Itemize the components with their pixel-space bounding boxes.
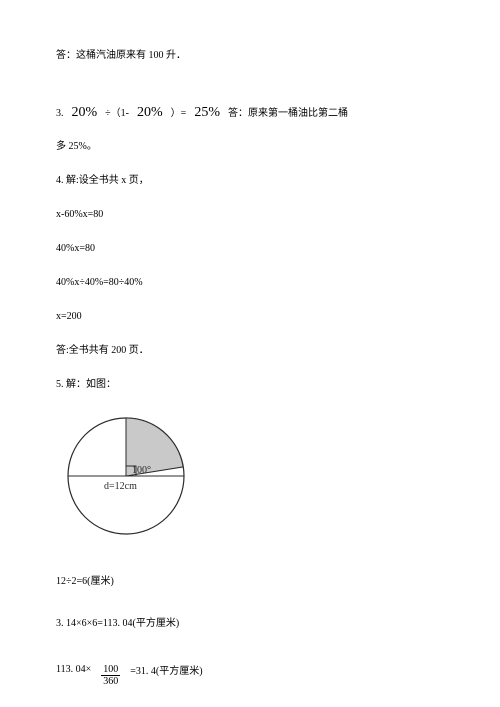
- q4-e: x=200: [56, 309, 444, 325]
- q3-pct3: 25%: [194, 105, 220, 121]
- answer-oil: 答：这桶汽油原来有 100 升．: [56, 48, 444, 64]
- q4-b: x-60%x=80: [56, 207, 444, 223]
- circle-svg: 100° d=12cm: [56, 411, 206, 551]
- q3-pct1: 20%: [72, 105, 98, 121]
- calc3-post: =31. 4(平方厘米): [130, 662, 202, 677]
- q4-d: 40%x÷40%=80÷40%: [56, 275, 444, 291]
- q4-f: 答:全书共有 200 页．: [56, 343, 444, 359]
- q3-line: 3. 20% ÷（1- 20% ）= 25% 答：原来第一桶油比第二桶: [56, 104, 444, 121]
- q3-num: 3.: [56, 108, 64, 119]
- frac-num: 100: [103, 664, 118, 675]
- frac-den: 360: [101, 675, 120, 687]
- q4-c: 40%x=80: [56, 241, 444, 257]
- q3-mid2: ）=: [171, 104, 187, 119]
- calc1: 12÷2=6(厘米): [56, 574, 444, 590]
- q5-a: 5. 解：如图：: [56, 377, 444, 393]
- q3-ans: 答：原来第一桶油比第二桶: [228, 104, 348, 119]
- calc3: 113. 04× 100 360 =31. 4(平方厘米): [56, 658, 444, 681]
- fraction: 100 360: [101, 664, 120, 687]
- calc2: 3. 14×6×6=113. 04(平方厘米): [56, 616, 444, 632]
- circle-figure: 100° d=12cm: [56, 411, 444, 556]
- svg-text:d=12cm: d=12cm: [104, 481, 137, 492]
- q3-pct2: 20%: [137, 105, 163, 121]
- q4-a: 4. 解:设全书共 x 页，: [56, 173, 444, 189]
- q3-mid1: ÷（1-: [105, 104, 129, 119]
- svg-text:100°: 100°: [132, 465, 151, 476]
- q3-ans2: 多 25%。: [56, 139, 444, 155]
- calc3-pre: 113. 04×: [56, 664, 91, 675]
